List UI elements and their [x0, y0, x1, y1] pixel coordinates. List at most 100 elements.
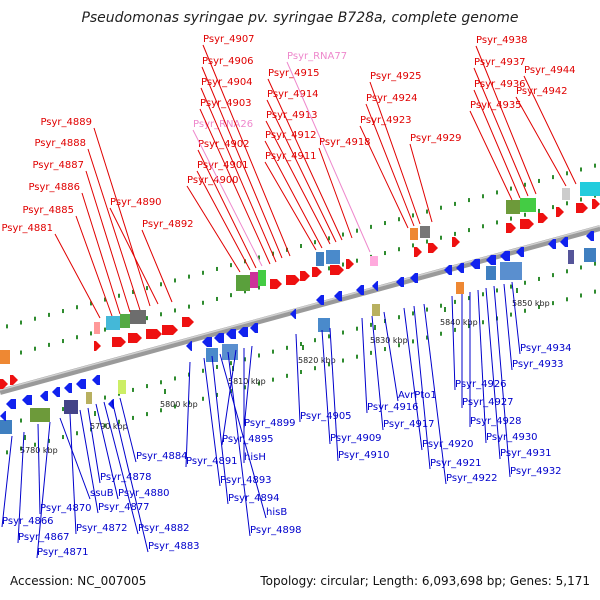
- callout-line: [318, 147, 353, 239]
- track-dot: [62, 309, 64, 314]
- reverse-gene-arrow: [396, 277, 404, 287]
- track-dot: [104, 327, 106, 332]
- track-dot: [580, 265, 582, 270]
- kbp-tick: [94, 411, 96, 416]
- track-dot: [496, 288, 498, 293]
- track-dot: [188, 372, 190, 377]
- track-dot: [146, 384, 148, 389]
- gene-callouts: Psyr_4881 Psyr_4885 Psyr_4886 Psyr_4887 Psyr…: [1, 34, 577, 559]
- track-dot: [552, 205, 554, 210]
- callout-line: [369, 81, 421, 225]
- track-dot: [188, 400, 190, 405]
- gene-label: Psyr_4933: [512, 359, 564, 370]
- callout-line: [203, 357, 221, 487]
- gene-label: Psyr_4885: [22, 205, 74, 216]
- feature-block: [456, 282, 464, 294]
- callout-line: [111, 399, 149, 553]
- gene-label: Psyr_4888: [34, 138, 86, 149]
- gene-label: Psyr_4920: [422, 439, 474, 450]
- forward-gene-arrow: [10, 375, 18, 385]
- callout-line: [119, 397, 137, 463]
- track-dot: [20, 350, 22, 355]
- callout-line: [199, 108, 271, 265]
- feature-block: [520, 198, 536, 212]
- gene-label: Psyr_4914: [267, 89, 319, 100]
- track-dot: [20, 320, 22, 325]
- track-dot: [90, 331, 92, 336]
- gene-label: Psyr_4904: [201, 77, 253, 88]
- forward-gene-arrow: [286, 275, 300, 285]
- track-dot: [538, 178, 540, 183]
- reverse-gene-arrow: [470, 259, 480, 269]
- forward-gene-arrow: [556, 207, 564, 217]
- reverse-gene-arrow: [548, 239, 556, 249]
- track-dot: [566, 201, 568, 206]
- callout-line: [81, 192, 121, 315]
- track-dot: [34, 346, 36, 351]
- callout-line: [266, 99, 337, 243]
- track-dot: [552, 273, 554, 278]
- track-dot: [328, 266, 330, 271]
- gene-label: Psyr_4915: [268, 68, 320, 79]
- track-dot: [510, 216, 512, 221]
- gene-features: [0, 182, 600, 434]
- gene-label: Psyr_4881: [1, 223, 53, 234]
- gene-label: Psyr_4935: [470, 100, 522, 111]
- track-dot: [594, 261, 596, 266]
- track-dot: [258, 381, 260, 386]
- callout-line: [383, 311, 399, 402]
- track-dot: [314, 240, 316, 245]
- callout-line: [87, 148, 141, 311]
- gene-label: Psyr_4928: [470, 416, 522, 427]
- gene-label: Psyr_4930: [486, 432, 538, 443]
- reverse-gene-arrow: [0, 411, 6, 421]
- callout-line: [477, 289, 487, 444]
- forward-gene-arrow: [428, 243, 438, 253]
- reverse-gene-arrow: [6, 399, 16, 409]
- track-dot: [426, 239, 428, 244]
- gene-label: Psyr_4925: [370, 71, 422, 82]
- gene-label: Psyr_4924: [366, 93, 418, 104]
- gene-label: Psyr_4934: [520, 343, 572, 354]
- feature-block: [30, 408, 50, 422]
- track-dot: [174, 404, 176, 409]
- feature-block: [318, 318, 330, 332]
- track-dot: [244, 357, 246, 362]
- track-dot: [104, 395, 106, 400]
- gene-label: Psyr_4892: [142, 219, 194, 230]
- gene-label: Psyr_4882: [138, 523, 190, 534]
- track-dot: [118, 293, 120, 298]
- track-dot: [258, 255, 260, 260]
- track-dot: [188, 274, 190, 279]
- gene-label: Psyr_4877: [98, 502, 150, 513]
- gene-label: Psyr_4936: [474, 79, 526, 90]
- gene-label: Psyr_4909: [330, 433, 382, 444]
- track-dot: [370, 322, 372, 327]
- reverse-gene-arrow: [560, 237, 568, 247]
- callout-line: [485, 287, 501, 460]
- callout-line: [69, 413, 77, 535]
- track-dot: [342, 330, 344, 335]
- track-dot: [342, 262, 344, 267]
- gene-label: Psyr_4906: [202, 56, 254, 67]
- reverse-gene-arrow: [500, 251, 510, 261]
- track-dot: [342, 358, 344, 363]
- reverse-gene-arrow: [456, 263, 464, 273]
- track-dot: [482, 194, 484, 199]
- gene-label: hisH: [244, 452, 266, 463]
- reverse-gene-arrow: [444, 265, 452, 275]
- callout-line: [202, 44, 291, 257]
- feature-block: [486, 266, 496, 280]
- gene-label: Psyr_4891: [186, 456, 238, 467]
- callout-line: [59, 417, 91, 500]
- track-dot: [258, 285, 260, 290]
- gene-label: Psyr_4929: [410, 133, 462, 144]
- track-dot: [76, 335, 78, 340]
- topology-summary: Topology: circular; Length: 6,093,698 bp…: [260, 574, 590, 588]
- track-dot: [272, 251, 274, 256]
- callout-line: [469, 110, 513, 201]
- track-dot: [132, 415, 134, 420]
- reverse-gene-arrow: [40, 391, 48, 401]
- gene-label: Psyr_4916: [367, 402, 419, 413]
- callout-line: [37, 423, 41, 515]
